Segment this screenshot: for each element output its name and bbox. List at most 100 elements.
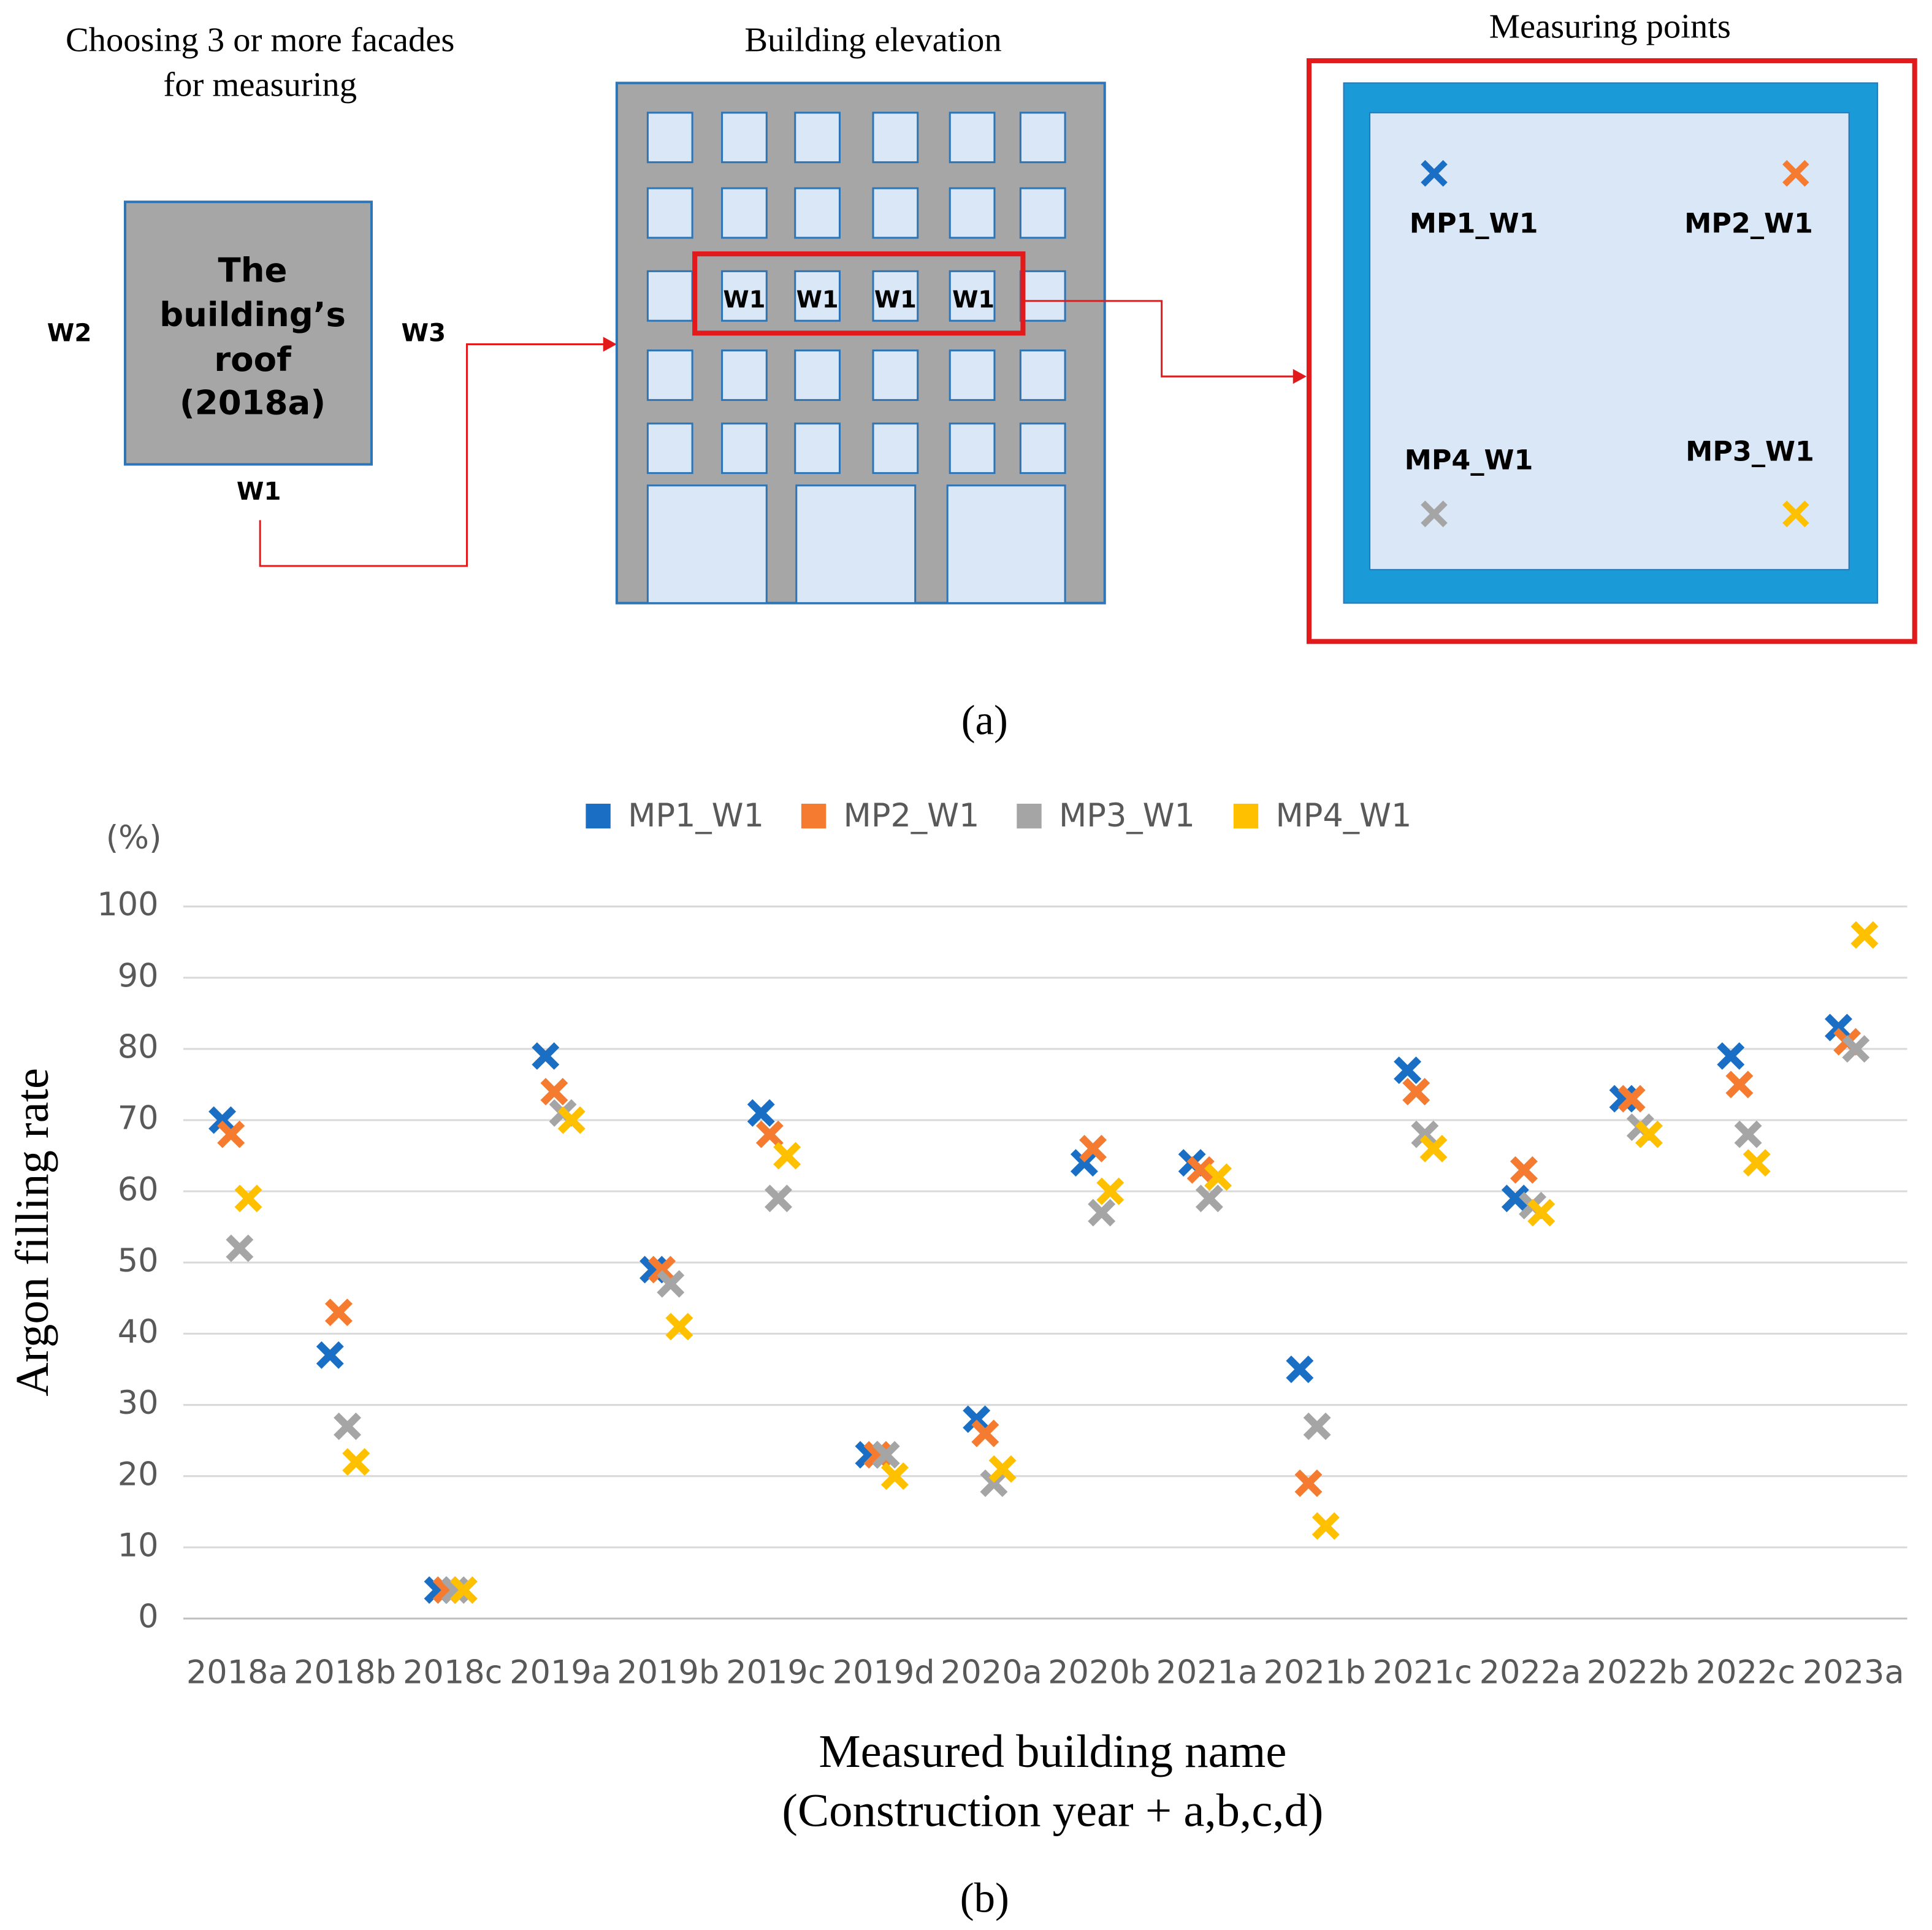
window bbox=[646, 187, 693, 239]
y-tick-label: 40 bbox=[118, 1313, 159, 1351]
marker bbox=[747, 1099, 775, 1127]
facade-label: W3 bbox=[401, 318, 446, 347]
highlight bbox=[692, 251, 1026, 336]
marker bbox=[324, 1299, 353, 1327]
marker bbox=[1617, 1085, 1646, 1113]
frame-highlight bbox=[1306, 58, 1917, 644]
window bbox=[794, 187, 841, 239]
marker bbox=[1527, 1199, 1556, 1227]
y-tick-label: 60 bbox=[118, 1171, 159, 1208]
window bbox=[721, 349, 768, 401]
window bbox=[721, 270, 768, 322]
y-tick-label: 90 bbox=[118, 957, 159, 994]
roof-label: (2018a) bbox=[180, 383, 326, 422]
marker bbox=[217, 1120, 245, 1148]
legend-label: MP4_W1 bbox=[1275, 797, 1411, 834]
legend-swatch bbox=[1233, 803, 1259, 829]
marker bbox=[1312, 1512, 1340, 1540]
marker bbox=[449, 1576, 478, 1604]
legend-label: MP2_W1 bbox=[844, 797, 980, 834]
x-tick-label: 2020a bbox=[941, 1654, 1042, 1692]
x-axis-title: Measured building name bbox=[819, 1725, 1286, 1777]
y-tick-label: 0 bbox=[138, 1598, 158, 1636]
marker bbox=[1734, 1120, 1762, 1148]
facade-title: Choosing 3 or more facades bbox=[66, 21, 454, 59]
marker bbox=[872, 1441, 900, 1469]
window bbox=[872, 270, 919, 322]
door bbox=[795, 484, 917, 605]
window bbox=[1019, 422, 1066, 475]
marker bbox=[1725, 1070, 1754, 1099]
window bbox=[949, 112, 996, 164]
window-glass bbox=[1369, 112, 1850, 571]
x-tick-label: 2019a bbox=[510, 1654, 611, 1692]
marker bbox=[1825, 1013, 1852, 1042]
y-tick-label: 10 bbox=[118, 1527, 159, 1564]
marker bbox=[1717, 1042, 1745, 1070]
x-tick-label: 2019d bbox=[833, 1654, 935, 1692]
x-axis-title: (Construction year + a,b,c,d) bbox=[782, 1785, 1323, 1837]
connector bbox=[1023, 300, 1294, 378]
marker bbox=[1402, 1078, 1430, 1105]
legend-label: MP1_W1 bbox=[628, 797, 764, 834]
marker bbox=[657, 1270, 685, 1298]
window bbox=[794, 270, 841, 322]
point-icon bbox=[1421, 500, 1448, 528]
marker bbox=[334, 1412, 362, 1440]
marker bbox=[1411, 1120, 1439, 1148]
legend-label: MP3_W1 bbox=[1059, 797, 1195, 834]
window bbox=[949, 270, 996, 322]
marker bbox=[1850, 921, 1879, 949]
window-label: W1 bbox=[796, 286, 839, 313]
arrow-head bbox=[1292, 368, 1307, 384]
x-tick-label: 2018b bbox=[294, 1654, 396, 1692]
window bbox=[949, 422, 996, 475]
facade-label: W1 bbox=[237, 477, 281, 506]
marker bbox=[1294, 1469, 1323, 1497]
x-tick-label: 2021b bbox=[1264, 1654, 1366, 1692]
y-tick-label: 70 bbox=[118, 1100, 159, 1137]
window bbox=[872, 422, 919, 475]
marker bbox=[1510, 1156, 1538, 1184]
window bbox=[1019, 270, 1066, 322]
legend-swatch bbox=[801, 803, 827, 829]
marker bbox=[1303, 1412, 1331, 1440]
door bbox=[946, 484, 1066, 605]
marker bbox=[963, 1405, 991, 1433]
marker bbox=[1079, 1134, 1107, 1162]
marker bbox=[1096, 1177, 1124, 1205]
window-label: W1 bbox=[874, 286, 917, 313]
marker bbox=[971, 1419, 999, 1448]
window bbox=[1019, 187, 1066, 239]
windows bbox=[646, 112, 1066, 605]
x-tick-label: 2019b bbox=[617, 1654, 719, 1692]
facade-title: for measuring bbox=[163, 66, 357, 104]
window bbox=[646, 422, 693, 475]
point-icon bbox=[1782, 500, 1809, 528]
marker bbox=[342, 1448, 370, 1476]
marker bbox=[648, 1256, 676, 1284]
marker bbox=[863, 1441, 892, 1469]
marker bbox=[1195, 1184, 1223, 1213]
marker bbox=[755, 1120, 784, 1148]
window-label: W1 bbox=[723, 286, 765, 313]
connector bbox=[259, 343, 605, 567]
y-axis-title: Argon filling rate bbox=[6, 1068, 58, 1397]
window-label: W1 bbox=[952, 286, 995, 313]
marker bbox=[665, 1313, 693, 1341]
y-tick-label: 20 bbox=[118, 1455, 159, 1493]
marker bbox=[226, 1234, 254, 1262]
window bbox=[949, 349, 996, 401]
x-tick-label: 2019c bbox=[726, 1654, 825, 1692]
marker bbox=[441, 1576, 469, 1604]
x-tick-label: 2022b bbox=[1587, 1654, 1689, 1692]
window bbox=[721, 422, 768, 475]
x-tick-label: 2022a bbox=[1480, 1654, 1581, 1692]
door bbox=[646, 484, 768, 605]
window bbox=[1019, 112, 1066, 164]
point-label: MP1_W1 bbox=[1410, 208, 1538, 240]
marker bbox=[1743, 1149, 1771, 1177]
y-unit: (%) bbox=[106, 819, 162, 856]
y-tick-label: 30 bbox=[118, 1384, 159, 1422]
